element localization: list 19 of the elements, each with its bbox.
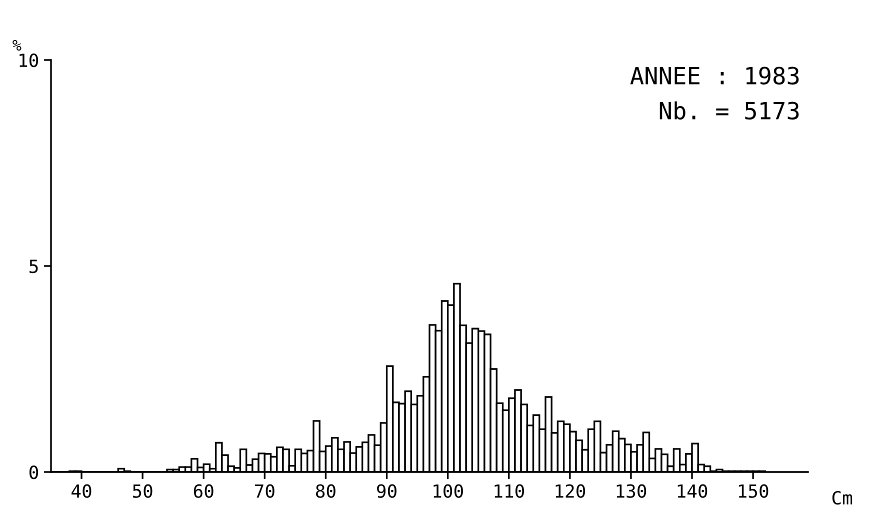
x-axis-title: Cm: [832, 490, 852, 505]
x-tick-label: 150: [738, 484, 768, 498]
annotation: ANNEE : 1983: [630, 66, 799, 85]
x-tick-label: 120: [556, 484, 586, 498]
x-tick-label: 40: [72, 484, 92, 498]
x-tick-label: 90: [377, 484, 396, 498]
x-tick-label: 110: [494, 484, 524, 498]
x-tick-label: 70: [255, 484, 274, 498]
annotation: Nb. = 5173: [660, 101, 799, 120]
x-tick-label: 140: [678, 484, 708, 498]
x-tick-label: 130: [616, 484, 646, 498]
x-tick-label: 100: [434, 484, 463, 498]
y-tick-label: 0: [30, 466, 38, 480]
y-tick-label: 10: [20, 54, 38, 68]
x-tick-label: 50: [132, 484, 152, 498]
y-axis-title: %: [12, 40, 22, 51]
x-tick-label: 60: [194, 484, 214, 498]
x-tick-label: 80: [316, 484, 336, 498]
y-tick-label: 5: [30, 260, 38, 274]
